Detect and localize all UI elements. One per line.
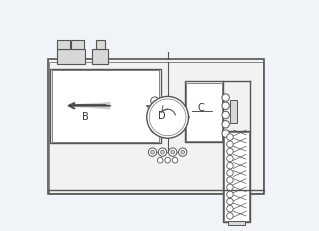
Circle shape [179, 148, 187, 157]
Bar [48, 60, 264, 194]
Bar [186, 83, 222, 141]
Circle shape [222, 130, 229, 138]
Bar [50, 69, 161, 143]
Text: C: C [198, 102, 204, 112]
Circle shape [227, 170, 233, 176]
Circle shape [227, 213, 233, 219]
Circle shape [227, 156, 233, 162]
Circle shape [151, 107, 159, 115]
Bar [223, 132, 250, 222]
Text: B: B [82, 112, 89, 122]
Circle shape [227, 198, 233, 205]
Bar [225, 133, 249, 221]
Circle shape [151, 116, 159, 124]
Circle shape [148, 148, 157, 157]
Circle shape [161, 151, 164, 154]
Circle shape [151, 125, 159, 134]
Bar [57, 50, 85, 65]
Circle shape [227, 191, 233, 198]
Circle shape [227, 184, 233, 191]
Bar [96, 40, 105, 50]
Circle shape [172, 158, 178, 163]
Text: D: D [158, 110, 166, 121]
Bar [57, 40, 70, 50]
Circle shape [222, 94, 229, 102]
Circle shape [227, 141, 233, 148]
Circle shape [181, 151, 185, 154]
Circle shape [157, 158, 163, 163]
Bar [230, 100, 237, 124]
Circle shape [222, 103, 229, 110]
Circle shape [227, 206, 233, 212]
Bar [228, 221, 245, 225]
Circle shape [151, 97, 159, 106]
Circle shape [227, 163, 233, 169]
Circle shape [222, 121, 229, 128]
Circle shape [227, 177, 233, 183]
Bar [71, 40, 84, 50]
Circle shape [165, 158, 170, 163]
Circle shape [168, 148, 177, 157]
Bar [52, 70, 160, 142]
Circle shape [222, 112, 229, 119]
Circle shape [227, 134, 233, 141]
Bar [49, 62, 263, 193]
Bar [185, 82, 223, 142]
Circle shape [171, 151, 174, 154]
Circle shape [147, 97, 189, 139]
Circle shape [151, 151, 154, 154]
Circle shape [227, 149, 233, 155]
Bar [92, 50, 108, 65]
Circle shape [158, 148, 167, 157]
